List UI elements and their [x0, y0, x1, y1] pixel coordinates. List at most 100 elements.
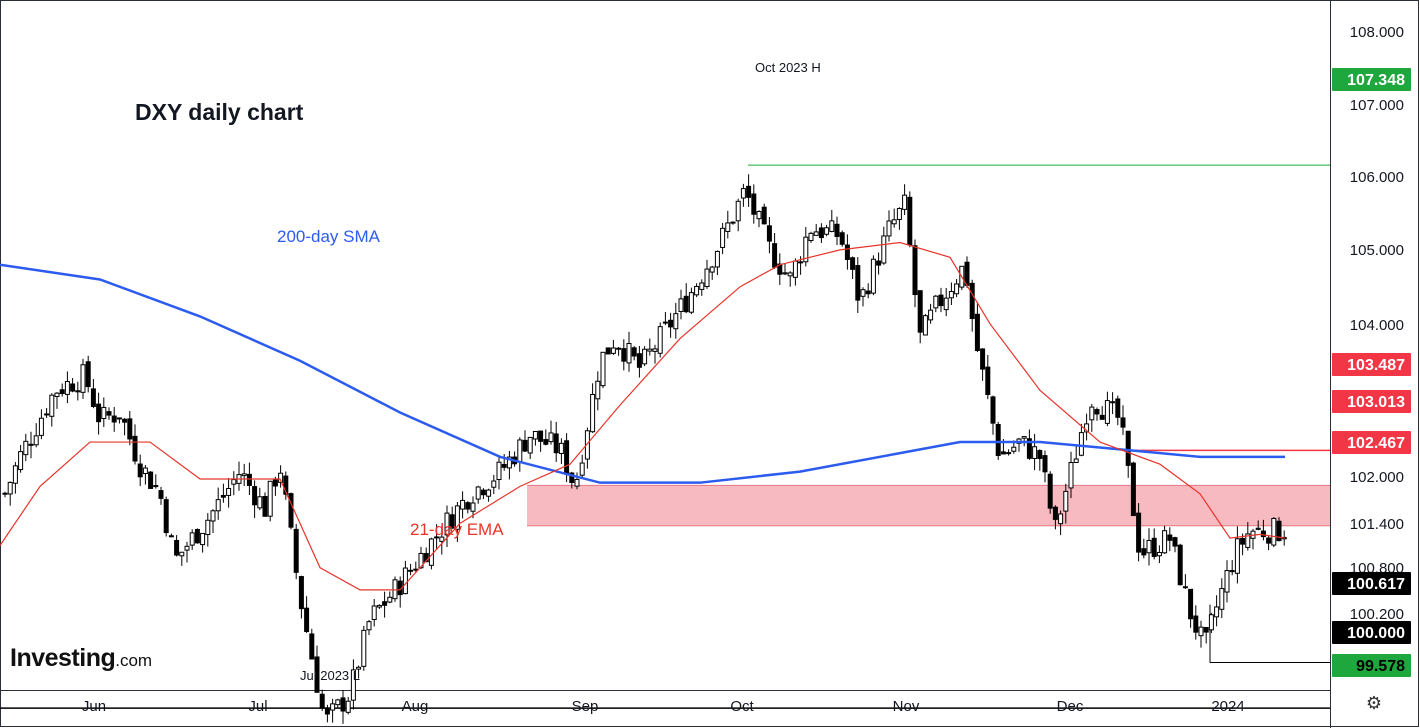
candle-body: [1068, 462, 1074, 489]
candle-body: [1063, 490, 1069, 512]
candle-body: [444, 512, 450, 536]
candle-body: [777, 263, 783, 275]
candle: [746, 174, 752, 207]
candle-body: [746, 185, 752, 198]
candle: [1214, 595, 1220, 627]
candle: [304, 596, 310, 633]
candle-body: [392, 579, 398, 600]
candle-body: [714, 250, 720, 268]
candle-body: [475, 486, 481, 500]
candle-body: [980, 348, 986, 370]
candle-body: [1084, 423, 1090, 433]
candle-body: [798, 261, 804, 264]
jul-low-annotation: Jul 2023 L: [300, 668, 360, 683]
price-label-bg: [1332, 654, 1411, 677]
candle-body: [1255, 527, 1261, 530]
candle: [1110, 392, 1116, 415]
candle-body: [371, 605, 377, 620]
candle: [969, 279, 975, 332]
candle-body: [439, 536, 445, 542]
candle-body: [304, 607, 310, 633]
candle: [1047, 471, 1053, 514]
candle-body: [839, 232, 845, 245]
candle-body: [101, 406, 107, 419]
candle: [642, 346, 648, 367]
candle: [127, 411, 133, 446]
candle: [361, 625, 367, 671]
candle: [1016, 437, 1022, 452]
candle-body: [855, 265, 861, 301]
candle-body: [1042, 455, 1048, 473]
candle: [12, 462, 18, 494]
candle: [668, 312, 674, 338]
candle: [179, 551, 185, 566]
candle: [210, 509, 216, 533]
candle-body: [631, 347, 637, 357]
settings-gear-icon[interactable]: ⚙: [1365, 693, 1383, 713]
candle: [756, 210, 762, 228]
candle: [402, 560, 408, 595]
candle: [1058, 510, 1064, 536]
candle-body: [818, 227, 824, 239]
candle-body: [850, 257, 856, 270]
candle-body: [486, 489, 492, 497]
candle: [314, 645, 320, 693]
candle: [350, 659, 356, 710]
price-label: 100.617: [1332, 572, 1411, 595]
candle: [626, 331, 632, 372]
candle: [813, 224, 819, 236]
x-tick-label: Oct: [730, 698, 754, 715]
candle-body: [49, 394, 55, 417]
candle-body: [662, 321, 668, 324]
candle: [18, 444, 24, 473]
candle-body: [990, 396, 996, 424]
price-label-text: 100.617: [1347, 576, 1405, 593]
candle-body: [402, 567, 408, 595]
candle-body: [1032, 446, 1038, 459]
candle: [985, 354, 991, 400]
candle-body: [226, 488, 232, 496]
candle: [267, 480, 273, 522]
candle-body: [278, 472, 284, 483]
candle-body: [132, 435, 138, 462]
candle: [709, 265, 715, 280]
candle-body: [158, 490, 164, 499]
candle-body: [174, 539, 180, 556]
candle-body: [902, 194, 908, 210]
candle: [33, 423, 39, 448]
candle-body: [163, 499, 169, 534]
candle-body: [80, 364, 86, 393]
candle-body: [1058, 513, 1064, 525]
candle-body: [626, 343, 632, 364]
candle: [538, 430, 544, 452]
candle: [662, 311, 668, 326]
candle-body: [408, 569, 414, 572]
candle-body: [543, 439, 549, 445]
candle-body: [309, 633, 315, 660]
candle: [579, 454, 585, 479]
candle: [694, 283, 700, 298]
candle-body: [787, 272, 793, 277]
candle-body: [527, 436, 533, 454]
candle: [1078, 423, 1084, 457]
candle-body: [44, 413, 50, 416]
candle-body: [434, 536, 440, 539]
candle: [1052, 505, 1058, 530]
candle-body: [298, 576, 304, 610]
candle-body: [792, 260, 798, 278]
candle-body: [907, 196, 913, 246]
candle-body: [891, 219, 897, 225]
candle-body: [943, 297, 949, 311]
candle: [740, 183, 746, 207]
candle: [683, 283, 689, 314]
candle: [158, 486, 164, 505]
candle-body: [288, 493, 294, 528]
candle-body: [1115, 398, 1121, 418]
candle-body: [189, 532, 195, 546]
candle-body: [366, 621, 372, 631]
candle: [590, 383, 596, 433]
candle: [600, 351, 606, 389]
candle: [938, 287, 944, 313]
candle-body: [647, 348, 653, 352]
price-label-bg: [1332, 353, 1411, 376]
